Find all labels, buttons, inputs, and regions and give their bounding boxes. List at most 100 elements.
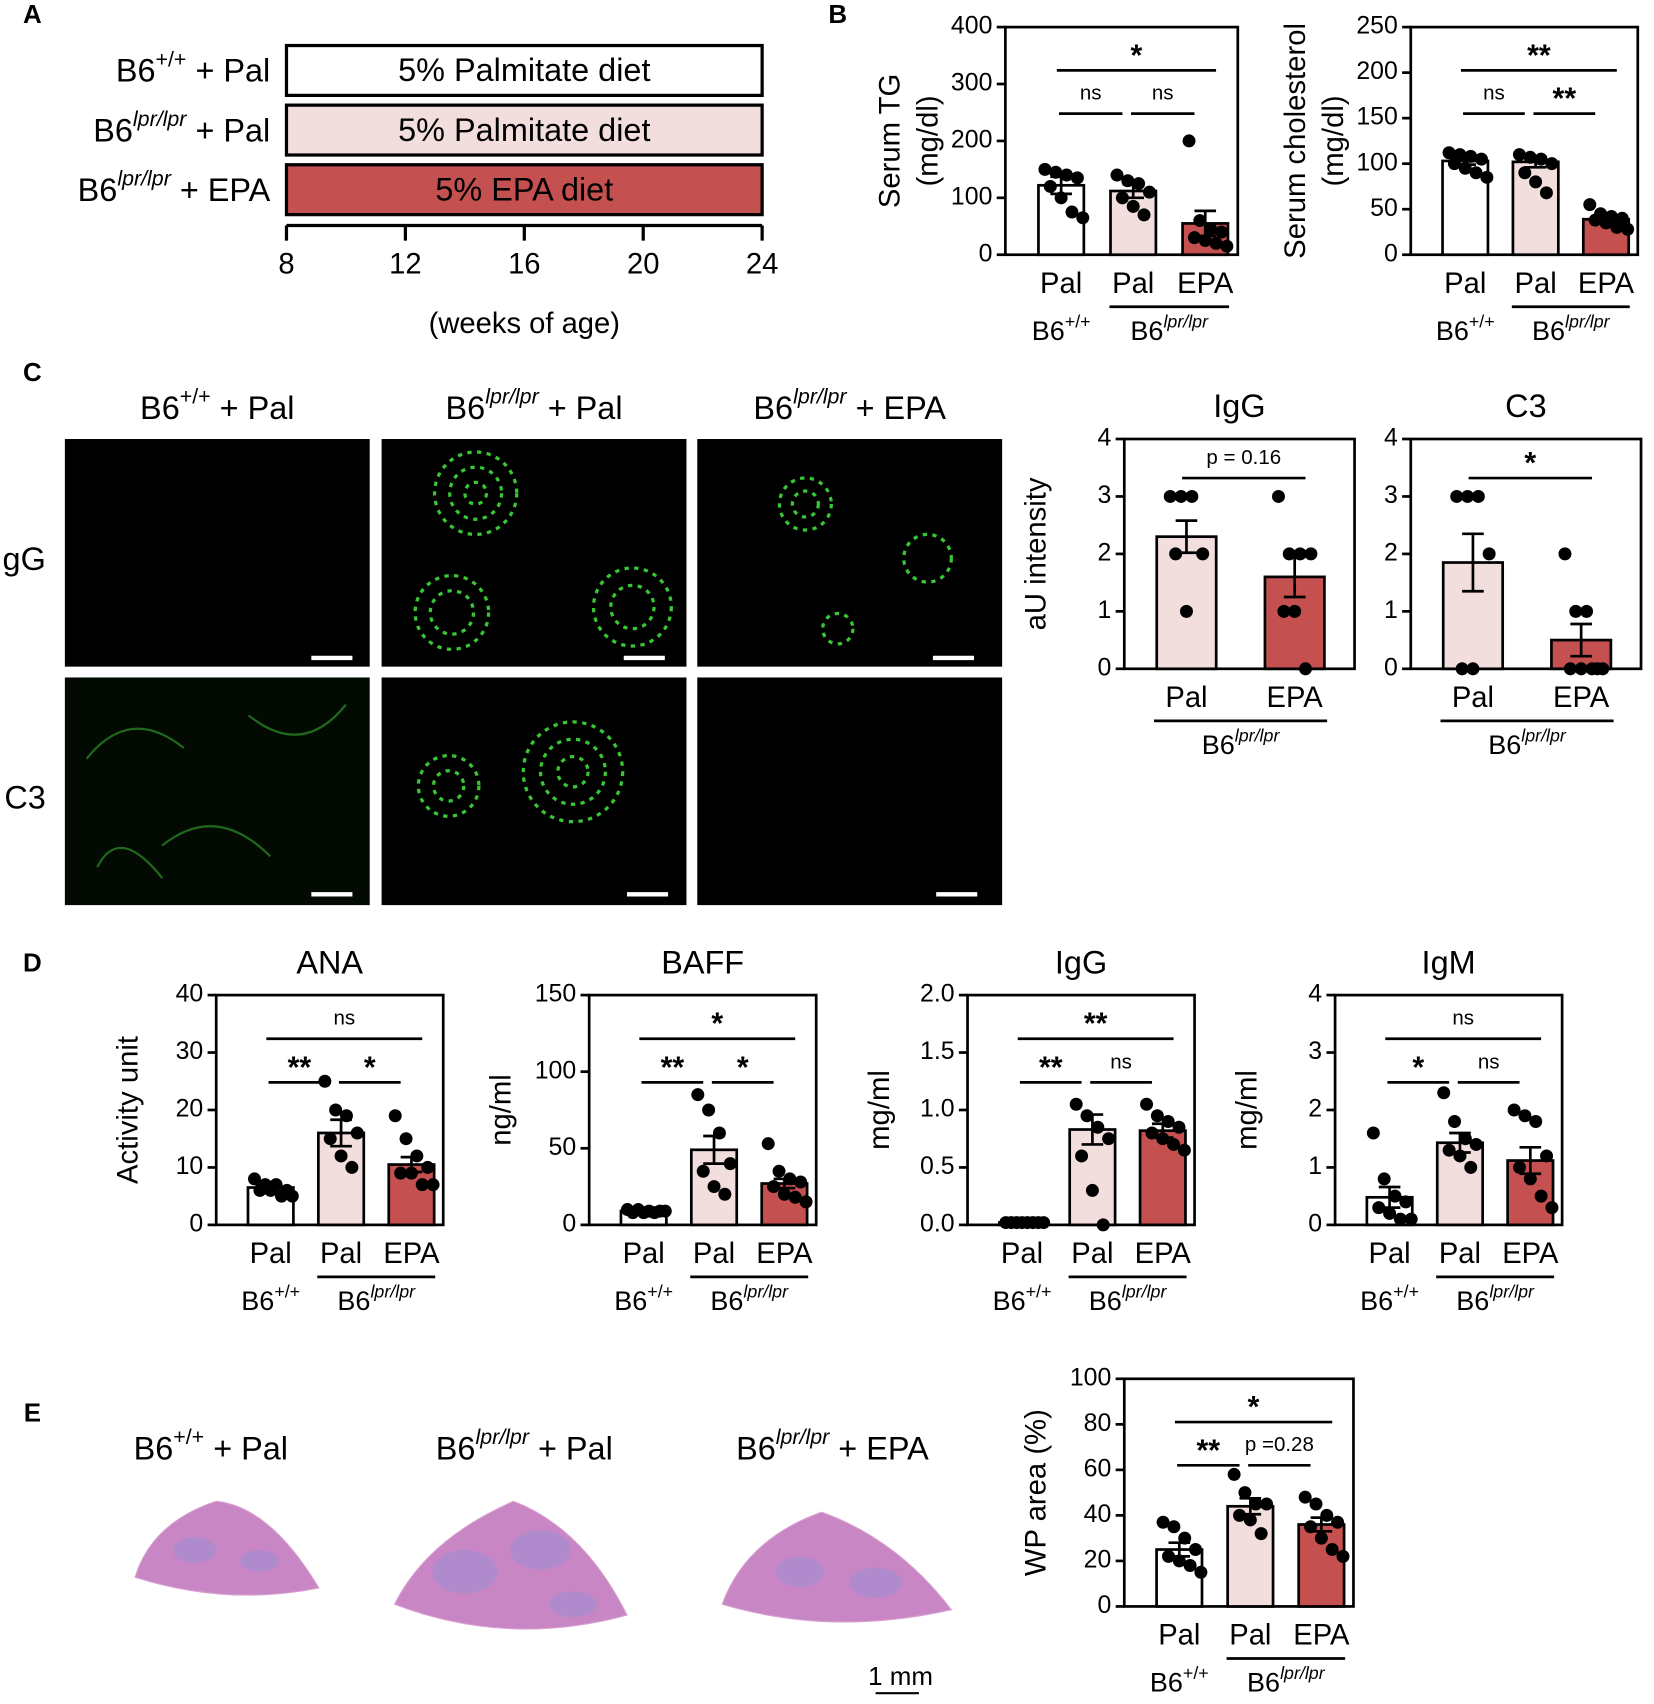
data-point bbox=[658, 1204, 672, 1218]
data-point bbox=[410, 1149, 424, 1163]
glomeruli bbox=[413, 450, 953, 824]
x-tick-label: EPA bbox=[1293, 1619, 1350, 1651]
data-point bbox=[1161, 1549, 1175, 1563]
x-tick-label: Pal bbox=[1439, 1238, 1481, 1270]
data-point bbox=[1471, 489, 1485, 503]
data-point bbox=[1545, 1201, 1559, 1215]
data-point bbox=[1193, 214, 1207, 228]
y-tick-label: 100 bbox=[535, 1056, 576, 1084]
y-tick-label: 20 bbox=[1084, 1545, 1112, 1573]
x-tick-label: Pal bbox=[1112, 268, 1154, 300]
data-point bbox=[1529, 175, 1543, 189]
y-tick-label: 0 bbox=[1384, 239, 1398, 267]
y-tick-label: 100 bbox=[951, 182, 992, 210]
x-tick-label: Pal bbox=[1071, 1238, 1113, 1270]
data-point bbox=[1331, 1515, 1345, 1529]
y-tick-label: 0 bbox=[979, 239, 993, 267]
data-point bbox=[1298, 1490, 1312, 1504]
group-label: B6+/+ bbox=[1436, 311, 1495, 346]
group-label: B6lpr/lpr bbox=[1456, 1281, 1535, 1316]
micrograph bbox=[64, 439, 370, 667]
y-tick-label: 400 bbox=[951, 12, 992, 40]
data-point bbox=[1172, 1120, 1186, 1134]
group-label-part: lpr/lpr bbox=[743, 1281, 789, 1301]
scale-bars bbox=[311, 655, 978, 897]
group-label-part: B6 bbox=[614, 1286, 647, 1316]
data-point bbox=[1447, 157, 1461, 171]
micrograph bbox=[381, 439, 687, 667]
spleen-section bbox=[134, 1500, 320, 1596]
column-heading: B6lpr/lpr + EPA bbox=[753, 384, 946, 425]
y-axis-label: (mg/dl) bbox=[1318, 95, 1350, 186]
data-point bbox=[1534, 152, 1548, 166]
group-label-part: B6 bbox=[710, 1286, 743, 1316]
group-label: B6lpr/lpr bbox=[1130, 311, 1209, 346]
column-heading-part: lpr/lpr bbox=[475, 1425, 529, 1449]
chart-title: IgG bbox=[1055, 944, 1107, 980]
data-point bbox=[1249, 1497, 1263, 1511]
data-point bbox=[1469, 166, 1483, 180]
data-point bbox=[1507, 1103, 1521, 1117]
data-point bbox=[1442, 1143, 1456, 1157]
significance-label: * bbox=[1412, 1051, 1424, 1084]
x-tick-label: EPA bbox=[1553, 682, 1610, 714]
data-point bbox=[388, 1109, 402, 1123]
y-tick-label: 2.0 bbox=[920, 980, 955, 1008]
y-tick-label: 60 bbox=[1084, 1454, 1112, 1482]
data-point bbox=[1060, 168, 1074, 182]
panel-label: C bbox=[23, 357, 42, 387]
data-point bbox=[1458, 161, 1472, 175]
data-point bbox=[799, 1195, 813, 1209]
y-tick-label: 2 bbox=[1097, 538, 1111, 566]
significance-label: * bbox=[1131, 39, 1143, 72]
data-point bbox=[707, 1180, 721, 1194]
chart-title: IgM bbox=[1422, 944, 1476, 980]
y-tick-label: 20 bbox=[176, 1095, 204, 1123]
data-point bbox=[718, 1187, 732, 1201]
chart-title: ANA bbox=[296, 944, 363, 980]
data-point bbox=[1437, 1086, 1451, 1100]
data-point bbox=[323, 1132, 337, 1146]
data-point bbox=[329, 1103, 343, 1117]
column-heading-part: lpr/lpr bbox=[793, 384, 847, 408]
group-label-part: lpr/lpr bbox=[117, 166, 171, 190]
x-tick-label: EPA bbox=[1267, 682, 1324, 714]
diet-bar bbox=[284, 163, 764, 217]
y-axis-label: aU intensity bbox=[1021, 477, 1053, 630]
micrograph bbox=[697, 677, 1003, 906]
group-label: B6lpr/lpr bbox=[1247, 1663, 1326, 1698]
data-point bbox=[334, 1149, 348, 1163]
data-point bbox=[1070, 171, 1084, 185]
y-tick-label: 0 bbox=[562, 1209, 576, 1237]
group-label-part: B6 bbox=[1150, 1668, 1183, 1698]
x-tick-label: Pal bbox=[1452, 682, 1494, 714]
y-tick-label: 0 bbox=[1384, 653, 1398, 681]
group-label-part: lpr/lpr bbox=[1565, 311, 1611, 331]
bar bbox=[760, 1182, 809, 1227]
data-point bbox=[1182, 134, 1196, 148]
group-label-part: +/+ bbox=[1183, 1663, 1209, 1683]
significance-label: ns bbox=[1478, 1050, 1500, 1073]
data-point bbox=[426, 1178, 440, 1192]
chart-title: IgG bbox=[1213, 388, 1265, 424]
data-point bbox=[1167, 1520, 1181, 1534]
y-tick-label: 3 bbox=[1308, 1037, 1322, 1065]
scale-bar-label: 1 mm bbox=[868, 1661, 933, 1691]
data-point bbox=[1187, 231, 1201, 245]
data-point bbox=[1545, 157, 1559, 171]
chart-title: BAFF bbox=[661, 944, 744, 980]
data-point bbox=[1574, 662, 1588, 676]
group-label-part: lpr/lpr bbox=[1163, 311, 1209, 331]
data-point bbox=[1299, 662, 1312, 676]
y-tick-label: 100 bbox=[1070, 1363, 1111, 1391]
group-label-part: + EPA bbox=[171, 171, 271, 207]
data-point bbox=[1204, 222, 1218, 236]
group-label-part: B6 bbox=[93, 112, 133, 148]
diet-bar bbox=[284, 43, 764, 98]
x-tick-label: EPA bbox=[1502, 1238, 1559, 1270]
x-axis-label: (weeks of age) bbox=[429, 308, 620, 340]
group-label: B6+/+ bbox=[241, 1281, 300, 1316]
group-label: B6lpr/lpr bbox=[1202, 725, 1281, 760]
y-tick-label: 0.5 bbox=[920, 1152, 955, 1180]
data-point bbox=[1480, 170, 1494, 184]
